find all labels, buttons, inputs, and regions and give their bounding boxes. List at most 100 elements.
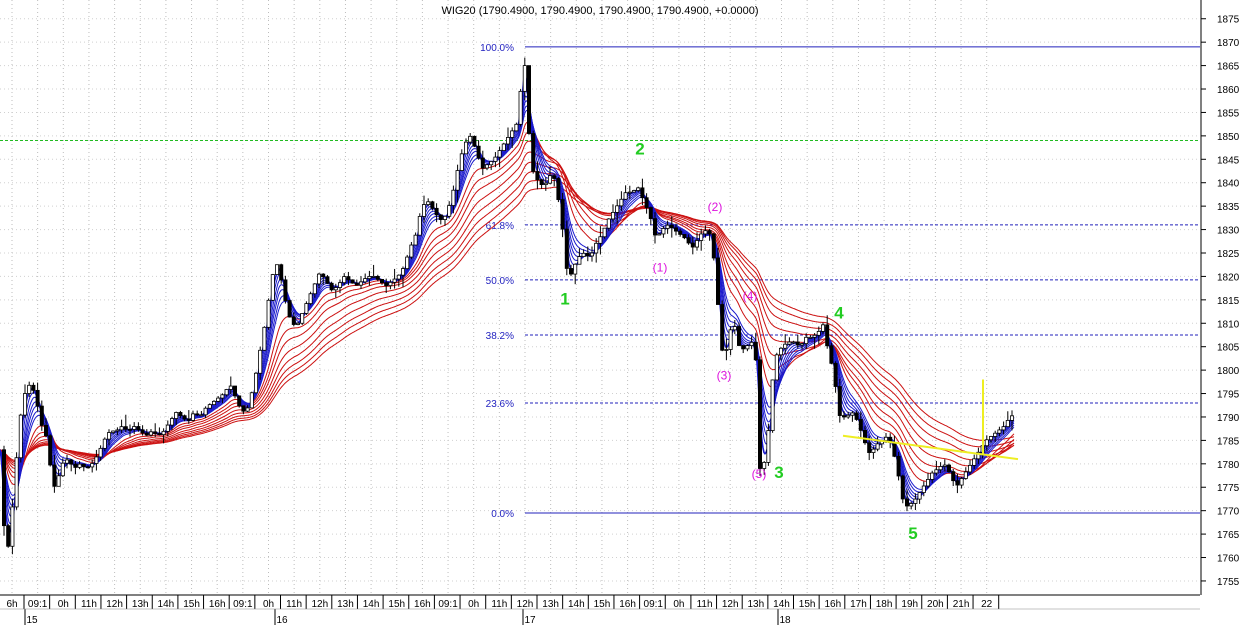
slow-ma-line (0, 151, 1015, 469)
candle-body (123, 426, 128, 430)
candle-body (430, 201, 435, 209)
candle-body (674, 227, 679, 232)
candle-body (438, 214, 443, 220)
candle-body (858, 419, 863, 431)
y-tick-label: 1820 (1217, 272, 1240, 283)
candle-body (434, 207, 439, 216)
candle-body (766, 430, 771, 463)
candle-body (661, 228, 666, 235)
candle-body (6, 525, 11, 547)
slow-ma-line (0, 180, 1015, 463)
candle-body (816, 330, 821, 336)
candle-body (821, 324, 826, 332)
candle-body (505, 137, 510, 145)
candle-body (774, 354, 779, 381)
candle-body (308, 293, 313, 304)
slow-moving-averages (0, 121, 1015, 486)
candle-body (60, 462, 65, 477)
day-label: 18 (779, 615, 791, 626)
candle-body (636, 187, 641, 191)
x-tick-label: 22 (981, 599, 993, 610)
day-label: 16 (276, 615, 288, 626)
candle-body (484, 164, 489, 169)
x-tick-label: 19h (901, 599, 918, 610)
candle-body (405, 256, 410, 270)
candle-body (627, 191, 632, 194)
candle-body (690, 242, 695, 248)
candle-body (190, 413, 195, 421)
candle-body (514, 123, 519, 132)
wave-label-main: 2 (635, 140, 644, 159)
candle-body (216, 397, 221, 402)
candle-body (287, 300, 292, 318)
candle-body (787, 341, 792, 345)
x-tick-label: 13h (337, 599, 354, 610)
x-tick-label: 16h (414, 599, 431, 610)
x-axis: 6h 09:1 0h 11h 12h 13h 14h 15h 16h 09:1 0h 11h 12h 13… (0, 594, 1250, 627)
y-tick-label: 1870 (1217, 38, 1240, 49)
candle-body (682, 234, 687, 239)
candle-body (77, 463, 82, 468)
candle-body (346, 276, 351, 281)
candle-body (274, 264, 279, 275)
y-tick-label: 1875 (1217, 15, 1240, 26)
x-tick-label: 0h (263, 599, 274, 610)
candle-body (518, 90, 523, 125)
candle-body (279, 264, 284, 281)
candle-body (98, 447, 103, 458)
candle-body (493, 156, 498, 162)
x-tick-label: 6h (6, 599, 17, 610)
x-tick-label: 11h (286, 599, 302, 610)
candle-body (951, 471, 956, 482)
candle-body (791, 341, 796, 344)
candle-body (619, 198, 624, 207)
candle-body (300, 313, 305, 324)
candle-body (350, 279, 355, 284)
day-label: 17 (524, 615, 536, 626)
slow-ma-line (0, 186, 1015, 462)
candle-body (984, 439, 989, 447)
candle-body (421, 204, 426, 217)
candle-body (749, 341, 754, 346)
day-label: 15 (26, 615, 38, 626)
x-tick-label: 11h (81, 599, 97, 610)
candle-body (732, 326, 737, 331)
wave-label-main: 4 (834, 304, 844, 323)
fast-ma-line (0, 95, 1015, 511)
slow-ma-line (0, 140, 1015, 474)
candle-body (850, 412, 855, 416)
candle-body (468, 135, 473, 143)
candle-body (228, 385, 233, 390)
candle-body (959, 478, 964, 486)
candle-body (304, 303, 309, 314)
candle-body (119, 426, 124, 431)
candle-body (934, 469, 939, 474)
candle-body (388, 281, 393, 287)
candle-body (316, 273, 321, 285)
y-tick-label: 1765 (1217, 530, 1240, 541)
wave-label-sub: (1) (653, 261, 668, 275)
y-tick-label: 1785 (1217, 436, 1240, 447)
wave-label-sub: (4) (743, 289, 758, 303)
candle-body (745, 345, 750, 350)
candle-body (724, 349, 729, 351)
fast-ma-line (0, 89, 1015, 518)
x-tick-label: 11h (697, 599, 713, 610)
candle-body (199, 414, 204, 417)
candle-body (854, 412, 859, 420)
candle-body (107, 432, 112, 440)
trendline (842, 434, 1019, 461)
x-tick-label: 15h (799, 599, 816, 610)
x-tick-label: 16h (619, 599, 636, 610)
candle-body (963, 471, 968, 479)
candle-body (211, 400, 216, 406)
candle-body (535, 171, 540, 181)
candle-body (531, 133, 536, 172)
candle-body (48, 435, 53, 466)
candle-body (938, 466, 943, 471)
candle-body (644, 197, 649, 208)
slow-ma-line (0, 171, 1015, 464)
candle-body (564, 228, 569, 269)
candle-body (581, 252, 586, 257)
x-tick-label: 17h (850, 599, 867, 610)
